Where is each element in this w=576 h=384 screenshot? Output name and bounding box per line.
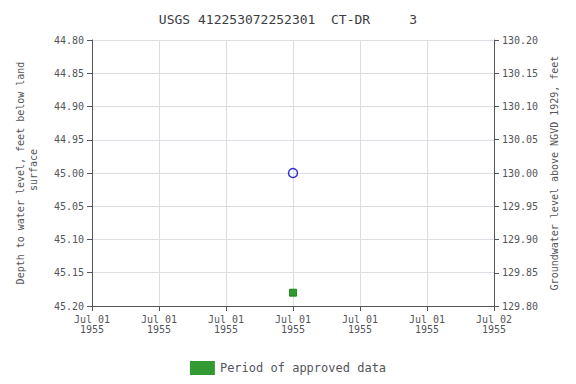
svg-text:130.00: 130.00 <box>502 168 538 179</box>
svg-text:45.15: 45.15 <box>54 267 84 278</box>
svg-text:1955: 1955 <box>214 324 238 335</box>
svg-text:Jul 01: Jul 01 <box>207 313 245 325</box>
svg-text:45.20: 45.20 <box>54 301 84 312</box>
svg-text:Period of approved data: Period of approved data <box>220 361 386 375</box>
svg-text:45.10: 45.10 <box>54 234 84 245</box>
svg-text:Jul 01: Jul 01 <box>408 313 446 325</box>
svg-text:1955: 1955 <box>415 324 439 335</box>
svg-text:130.15: 130.15 <box>502 68 538 79</box>
svg-text:129.90: 129.90 <box>502 234 538 245</box>
svg-text:130.10: 130.10 <box>502 101 538 112</box>
svg-text:129.85: 129.85 <box>502 267 538 278</box>
svg-text:Jul 01: Jul 01 <box>274 313 312 325</box>
svg-text:129.95: 129.95 <box>502 201 538 212</box>
svg-text:1955: 1955 <box>281 324 305 335</box>
svg-text:45.00: 45.00 <box>54 168 84 179</box>
svg-text:44.85: 44.85 <box>54 68 84 79</box>
svg-text:44.95: 44.95 <box>54 134 84 145</box>
svg-text:130.05: 130.05 <box>502 134 538 145</box>
svg-text:1955: 1955 <box>482 324 506 335</box>
svg-text:1955: 1955 <box>147 324 171 335</box>
svg-text:130.20: 130.20 <box>502 35 538 46</box>
svg-text:Jul 02: Jul 02 <box>475 313 513 325</box>
svg-text:Jul 01: Jul 01 <box>341 313 379 325</box>
svg-text:Jul 01: Jul 01 <box>140 313 178 325</box>
svg-text:USGS 412253072252301 CT-DR: USGS 412253072252301 CT-DR 3 <box>159 12 417 27</box>
svg-text:44.80: 44.80 <box>54 35 84 46</box>
svg-text:44.90: 44.90 <box>54 101 84 112</box>
svg-text:Depth to water level, feet bel: Depth to water level, feet below land <box>15 62 26 285</box>
svg-text:surface: surface <box>28 149 39 197</box>
svg-text:Groundwater level above NGVD 1: Groundwater level above NGVD 1929, feet <box>549 56 560 291</box>
svg-text:45.05: 45.05 <box>54 201 84 212</box>
svg-text:1955: 1955 <box>80 324 104 335</box>
svg-text:1955: 1955 <box>348 324 372 335</box>
svg-text:Jul 01: Jul 01 <box>73 313 111 325</box>
svg-text:129.80: 129.80 <box>502 301 538 312</box>
